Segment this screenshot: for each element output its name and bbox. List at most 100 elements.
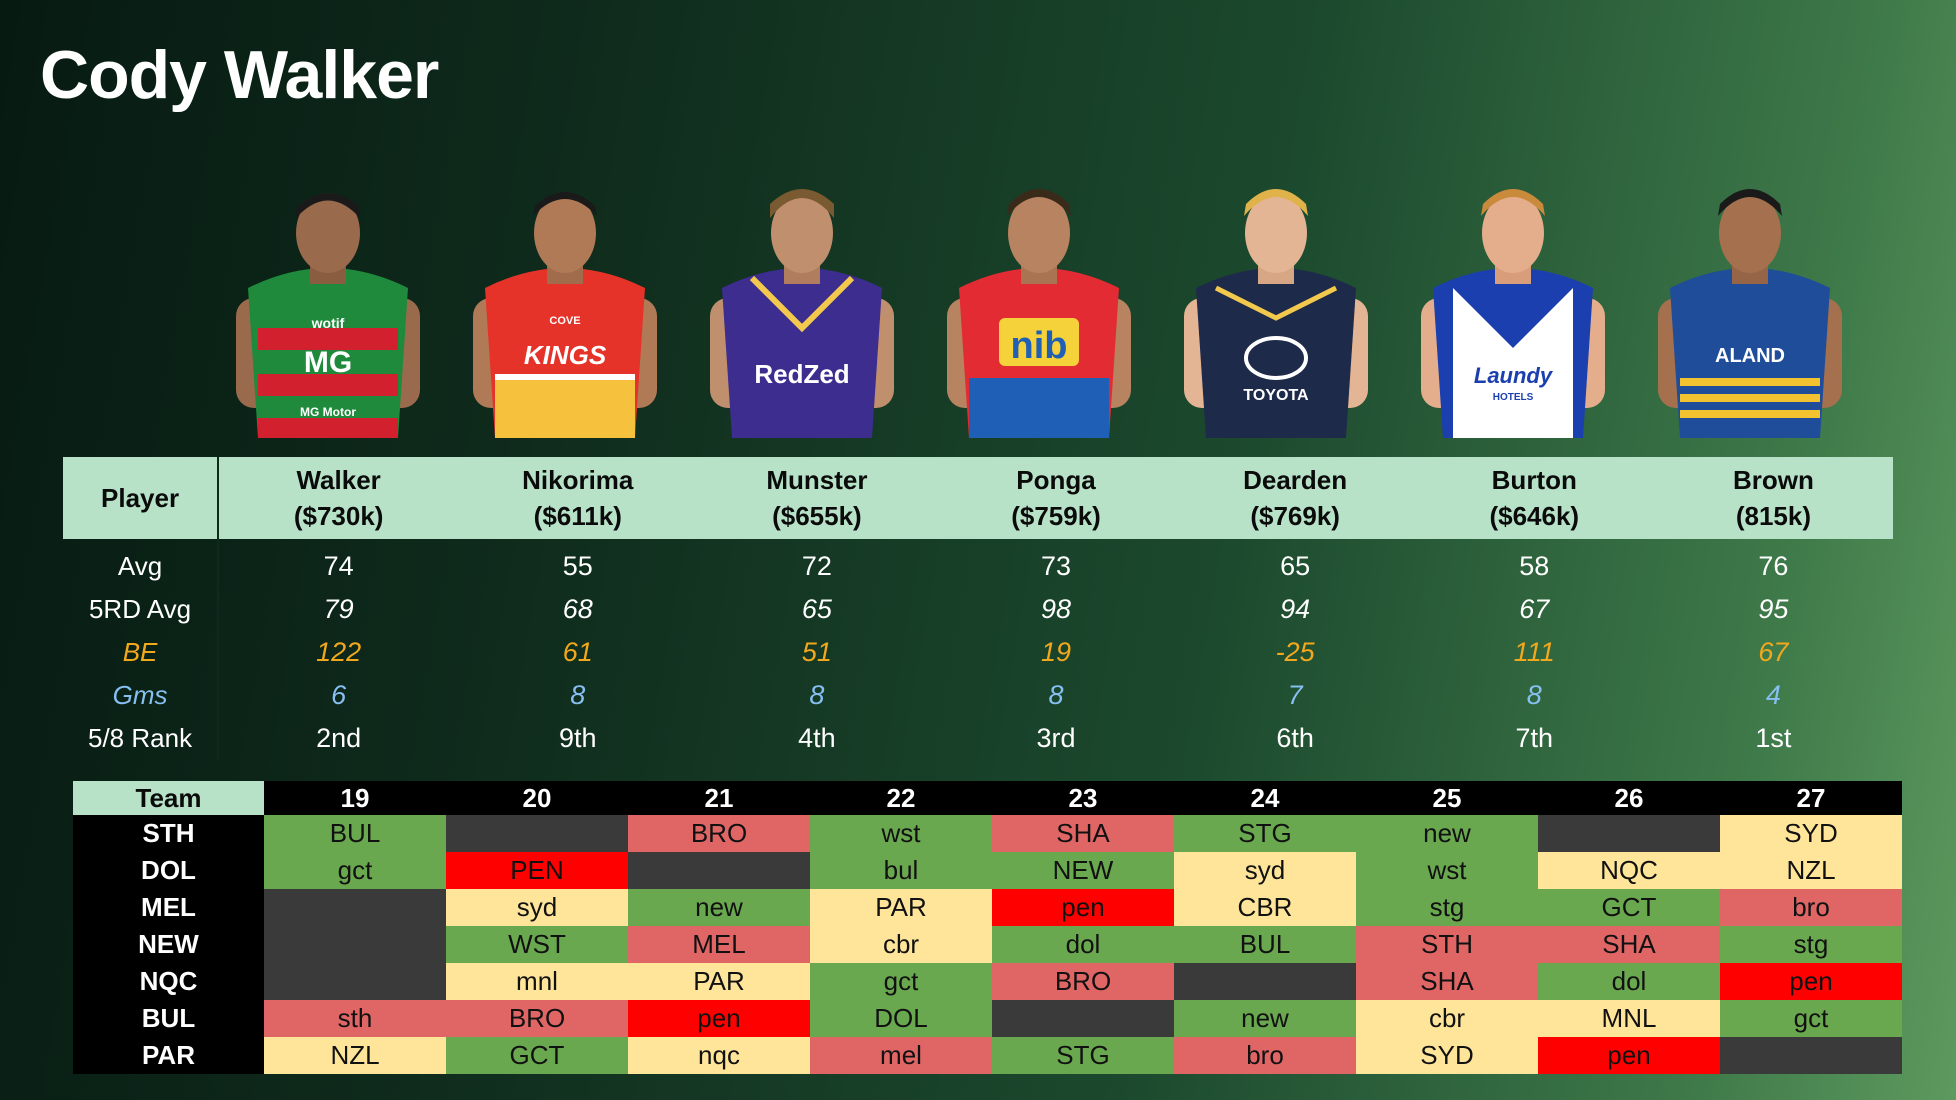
fixture-cell: dol (992, 926, 1174, 963)
stat-value: 55 (562, 551, 593, 581)
stat-value: 8 (570, 680, 586, 710)
player-photo-munster: RedZed (692, 178, 912, 438)
svg-text:ALAND: ALAND (1715, 345, 1785, 367)
fixture-cell: PAR (810, 889, 992, 926)
player-photos: wotif MG MG Motor COVE KINGS RedZ (218, 178, 1918, 438)
fixture-row-bul: BUL sth BRO pen DOL new cbr MNL gct (73, 1000, 1902, 1037)
fixture-cell: NZL (264, 1037, 446, 1074)
fixture-cell: MNL (1538, 1000, 1720, 1037)
stat-value: 72 (801, 551, 832, 581)
player-photo-ponga: nib (929, 178, 1149, 438)
player-figure-dearden: TOYOTA (1184, 189, 1368, 438)
round-header: 21 (628, 781, 810, 815)
fixture-cell: pen (1720, 963, 1902, 1000)
col-header-munster: Munster ($655k) (697, 457, 937, 539)
fixture-cell: bro (1720, 889, 1902, 926)
col-header-ponga: Ponga ($759k) (936, 457, 1176, 539)
row-label: 5/8 Rank (63, 717, 220, 760)
round-header: 19 (264, 781, 446, 815)
stat-value: 19 (1040, 637, 1072, 667)
fixture-cell: stg (1356, 889, 1538, 926)
svg-text:TOYOTA: TOYOTA (1243, 387, 1309, 404)
fixture-cell: DOL (810, 1000, 992, 1037)
fixture-cell (264, 926, 446, 963)
stat-value: 73 (1040, 551, 1072, 581)
svg-text:RedZed: RedZed (754, 359, 849, 389)
fixture-cell: cbr (1356, 1000, 1538, 1037)
fixture-cell (628, 852, 810, 889)
team-code: MEL (73, 889, 264, 926)
player-figure-munster: RedZed (710, 189, 894, 438)
col-header-nikorima: Nikorima ($611k) (458, 457, 698, 539)
fixture-cell: wst (1356, 852, 1538, 889)
stat-value: 67 (1758, 637, 1789, 667)
fixture-cell: PAR (628, 963, 810, 1000)
svg-text:HOTELS: HOTELS (1493, 392, 1534, 403)
svg-text:nib: nib (1011, 325, 1068, 367)
stat-value: 122 (316, 637, 362, 667)
fixture-cell: nqc (628, 1037, 810, 1074)
team-code: STH (73, 815, 264, 852)
fixture-cell: pen (628, 1000, 810, 1037)
svg-text:Laundy: Laundy (1474, 363, 1554, 388)
player-figure-ponga: nib (947, 189, 1131, 438)
row-label: 5RD Avg (63, 588, 220, 631)
fixture-row-dol: DOL gct PEN bul NEW syd wst NQC NZL (73, 852, 1902, 889)
round-header: 26 (1538, 781, 1720, 815)
fixture-cell: pen (992, 889, 1174, 926)
fixture-cell: new (1356, 815, 1538, 852)
round-header: 22 (810, 781, 992, 815)
fixture-cell: SHA (1538, 926, 1720, 963)
fixture-cell: NEW (992, 852, 1174, 889)
player-figure-walker: wotif MG MG Motor (236, 193, 420, 438)
fixture-cell: BRO (628, 815, 810, 852)
player-figure-nikorima: COVE KINGS (473, 192, 657, 438)
fixture-cell: wst (810, 815, 992, 852)
col-header-brown: Brown (815k) (1653, 457, 1893, 539)
fixture-cell (446, 815, 628, 852)
round-header: 25 (1356, 781, 1538, 815)
round-header: 23 (992, 781, 1174, 815)
fixture-cell: PEN (446, 852, 628, 889)
fixture-cell (992, 1000, 1174, 1037)
stat-value: 9th (558, 723, 597, 753)
fixture-cell: bul (810, 852, 992, 889)
fixture-cell: SYD (1356, 1037, 1538, 1074)
team-code: BUL (73, 1000, 264, 1037)
fixture-row-sth: STH BUL BRO wst SHA STG new SYD (73, 815, 1902, 852)
fixture-cell: mnl (446, 963, 628, 1000)
fixture-cell: SYD (1720, 815, 1902, 852)
stat-value: 7 (1287, 680, 1303, 710)
fixture-cell: gct (810, 963, 992, 1000)
stat-value: 2nd (316, 723, 362, 753)
stat-value: 79 (323, 594, 354, 624)
row-label: Gms (63, 674, 220, 717)
fixture-cell: SHA (992, 815, 1174, 852)
stat-value: 68 (562, 594, 593, 624)
fixture-cell (264, 963, 446, 1000)
svg-text:COVE: COVE (549, 315, 580, 327)
team-header: Team (73, 781, 264, 815)
stat-value: -25 (1275, 637, 1315, 667)
fixture-cell: mel (810, 1037, 992, 1074)
fixture-cell (1174, 963, 1356, 1000)
fixture-cell: GCT (446, 1037, 628, 1074)
fixture-cell: gct (264, 852, 446, 889)
stat-value: 8 (1048, 680, 1064, 710)
stat-value: 95 (1758, 594, 1789, 624)
fixture-cell: BUL (1174, 926, 1356, 963)
stat-value: 65 (801, 594, 832, 624)
fixture-row-new: NEW WST MEL cbr dol BUL STH SHA stg (73, 926, 1902, 963)
svg-text:wotif: wotif (311, 315, 345, 331)
stat-value: 7th (1515, 723, 1554, 753)
fixture-cell: cbr (810, 926, 992, 963)
fixture-cell: syd (446, 889, 628, 926)
fixture-cell (1720, 1037, 1902, 1074)
fixture-cell: sth (264, 1000, 446, 1037)
stat-value: 67 (1519, 594, 1550, 624)
team-code: PAR (73, 1037, 264, 1074)
stat-value: 76 (1758, 551, 1789, 581)
fixture-cell: new (1174, 1000, 1356, 1037)
stats-row-avg: Avg 74 55 72 73 65 58 76 (63, 539, 1893, 588)
team-code: NQC (73, 963, 264, 1000)
